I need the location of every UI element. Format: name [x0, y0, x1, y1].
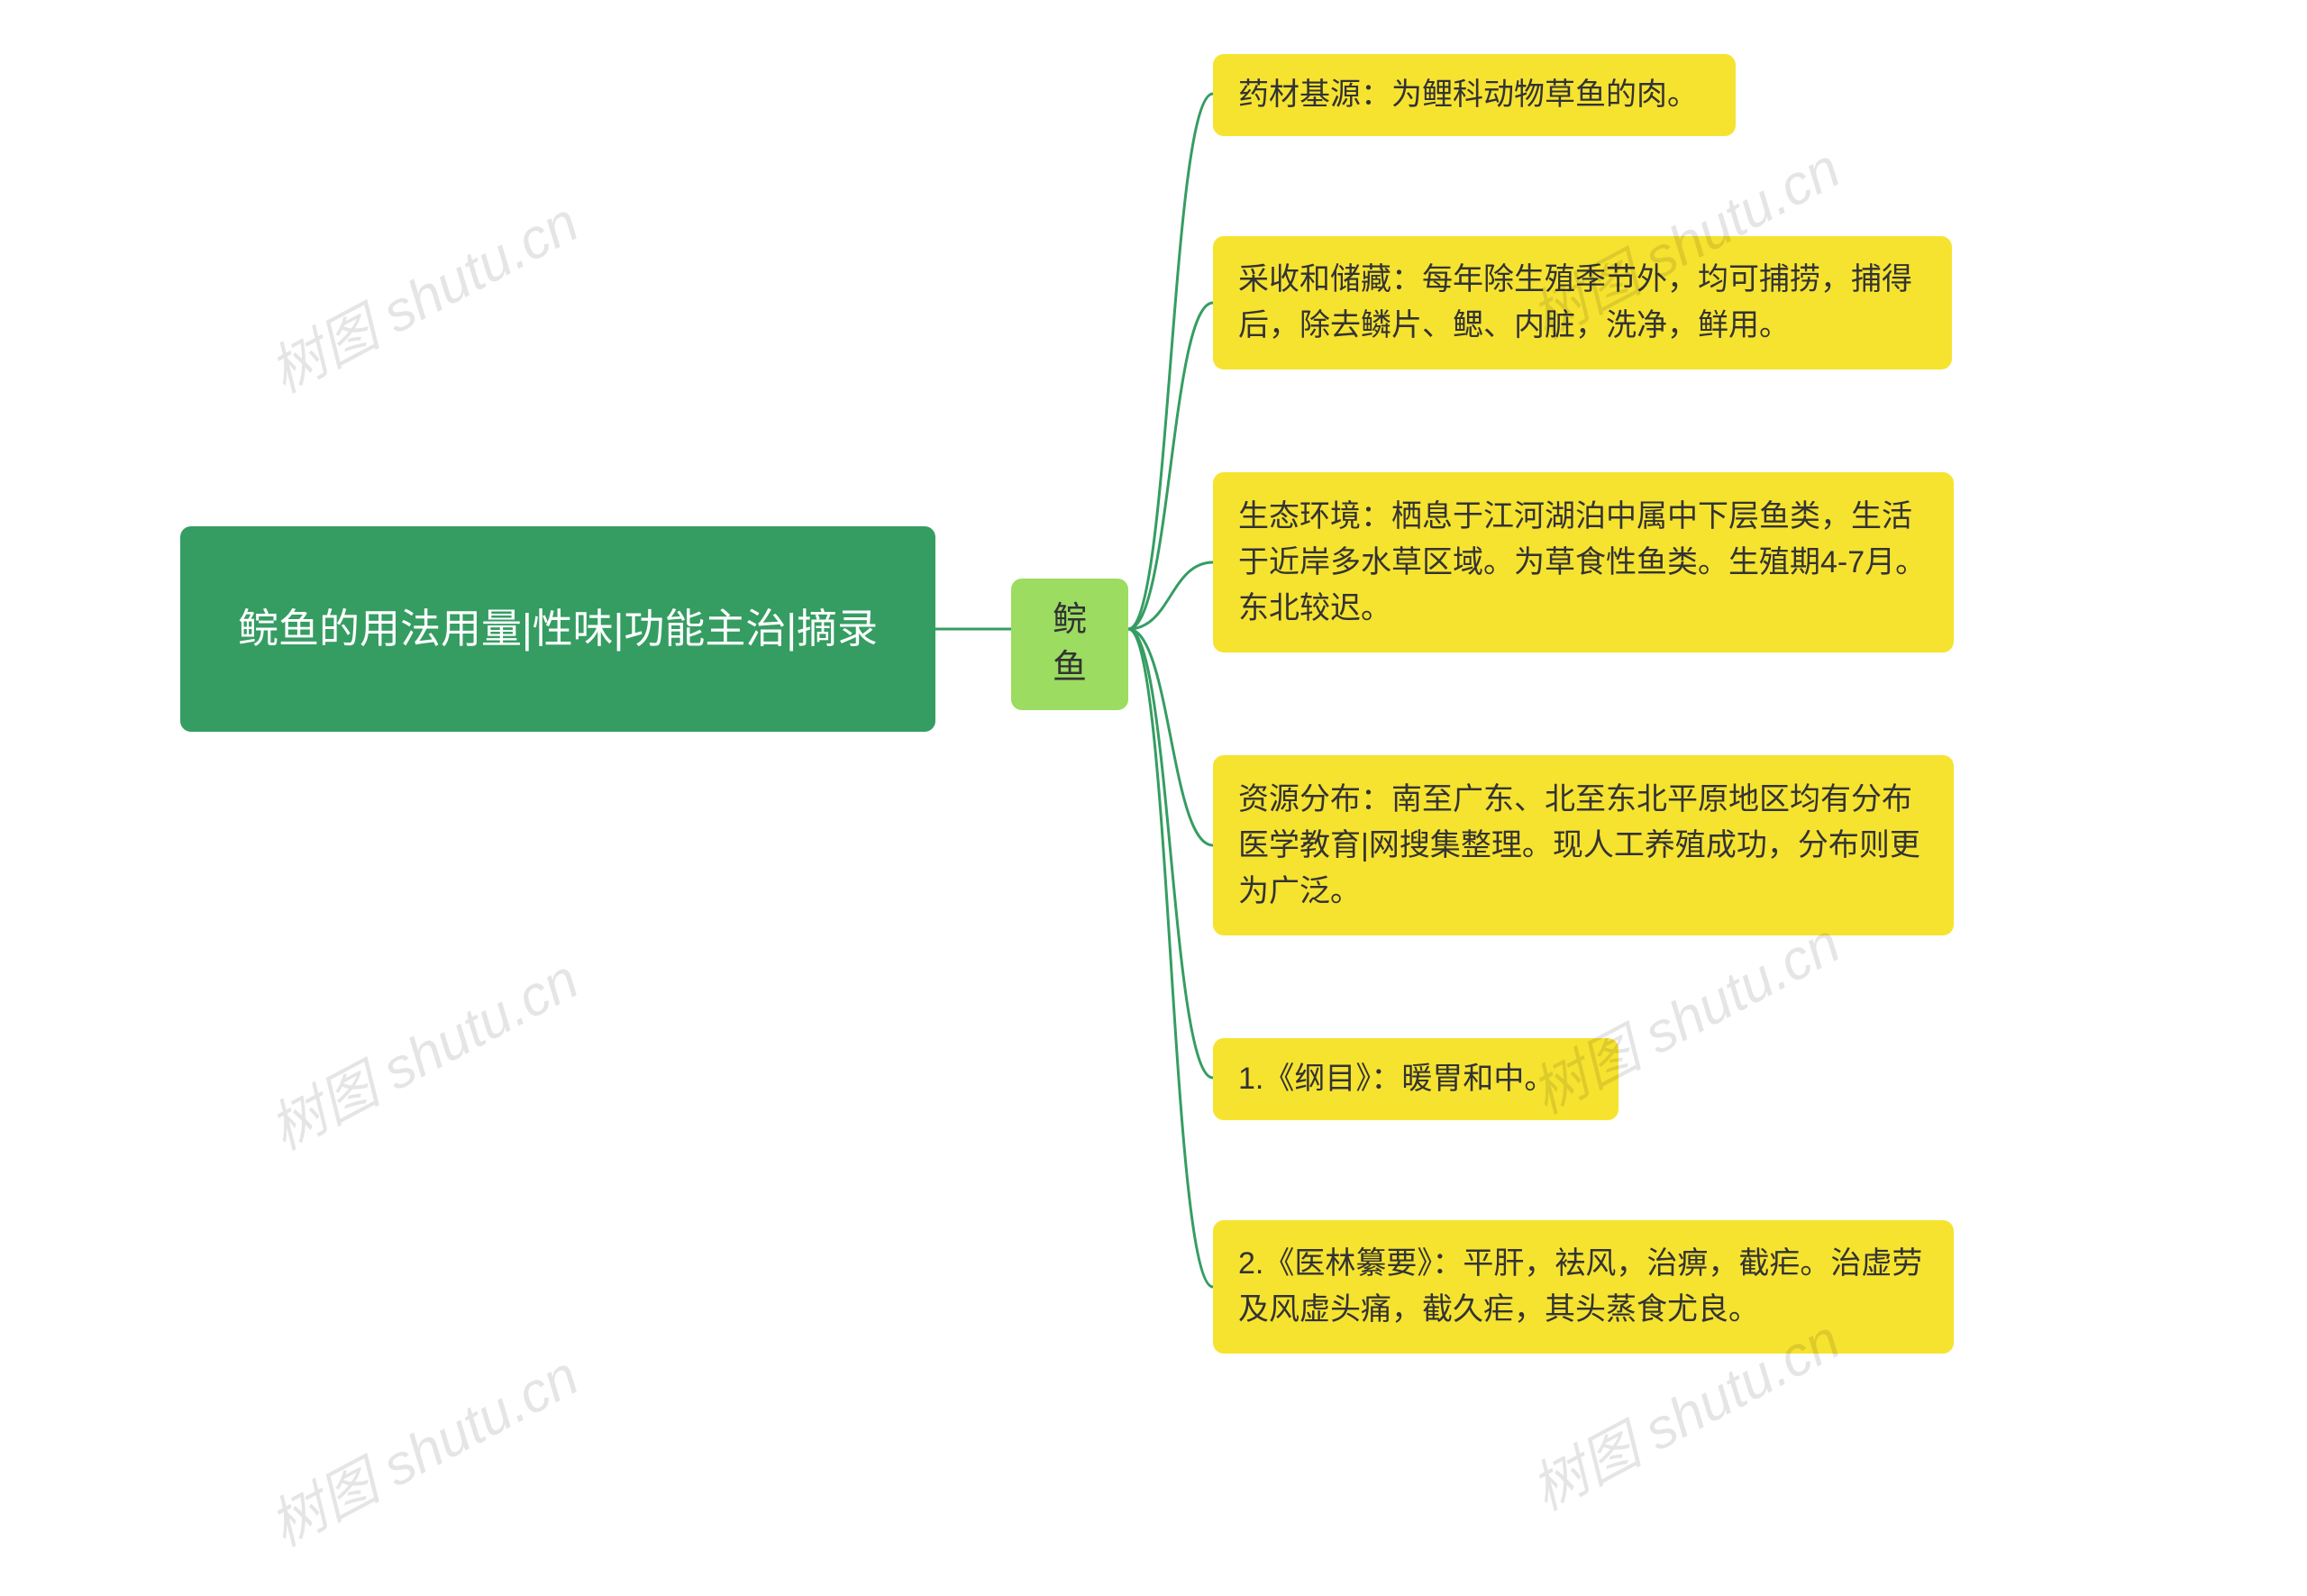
leaf-label: 采收和储藏：每年除生殖季节外，均可捕捞，捕得后，除去鳞片、鳃、内脏，洗净，鲜用。 — [1238, 257, 1927, 349]
leaf-label: 1.《纲目》：暖胃和中。 — [1238, 1056, 1555, 1102]
mid-label: 鲩鱼 — [1036, 597, 1103, 692]
leaf-label: 生态环境：栖息于江河湖泊中属中下层鱼类，生活于近岸多水草区域。为草食性鱼类。生殖… — [1238, 494, 1929, 632]
watermark: 树图 shutu.cn — [253, 178, 590, 408]
mindmap-canvas: 鲩鱼的用法用量|性味|功能主治|摘录 鲩鱼 药材基源：为鲤科动物草鱼的肉。 采收… — [0, 0, 2307, 1596]
leaf-node-2: 生态环境：栖息于江河湖泊中属中下层鱼类，生活于近岸多水草区域。为草食性鱼类。生殖… — [1213, 472, 1954, 652]
leaf-node-3: 资源分布：南至广东、北至东北平原地区均有分布医学教育|网搜集整理。现人工养殖成功… — [1213, 755, 1954, 935]
root-label: 鲩鱼的用法用量|性味|功能主治|摘录 — [238, 598, 878, 660]
root-node: 鲩鱼的用法用量|性味|功能主治|摘录 — [180, 526, 935, 732]
watermark: 树图 shutu.cn — [253, 935, 590, 1165]
edges-layer — [0, 0, 2307, 1596]
leaf-node-1: 采收和储藏：每年除生殖季节外，均可捕捞，捕得后，除去鳞片、鳃、内脏，洗净，鲜用。 — [1213, 236, 1952, 369]
leaf-label: 药材基源：为鲤科动物草鱼的肉。 — [1238, 72, 1698, 118]
watermark: 树图 shutu.cn — [253, 1331, 590, 1562]
leaf-label: 资源分布：南至广东、北至东北平原地区均有分布医学教育|网搜集整理。现人工养殖成功… — [1238, 777, 1929, 915]
mid-node: 鲩鱼 — [1011, 579, 1128, 710]
leaf-node-4: 1.《纲目》：暖胃和中。 — [1213, 1038, 1619, 1120]
leaf-label: 2.《医林纂要》：平肝，袪风，治痹，截疟。治虚劳及风虚头痛，截久疟，其头蒸食尤良… — [1238, 1241, 1929, 1333]
leaf-node-0: 药材基源：为鲤科动物草鱼的肉。 — [1213, 54, 1736, 136]
leaf-node-5: 2.《医林纂要》：平肝，袪风，治痹，截疟。治虚劳及风虚头痛，截久疟，其头蒸食尤良… — [1213, 1220, 1954, 1354]
